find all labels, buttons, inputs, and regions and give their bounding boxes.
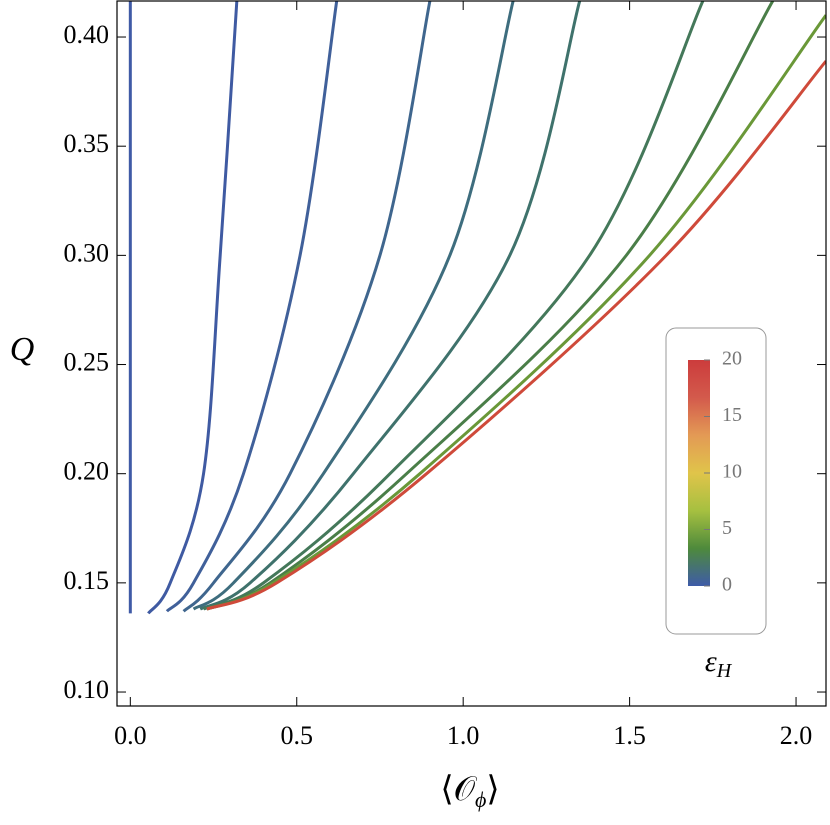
- colorbar-tick-label: 5: [722, 517, 732, 539]
- x-tick-label: 0.0: [114, 721, 147, 750]
- curve: [202, 1, 705, 611]
- colorbar-tick-label: 10: [722, 461, 742, 483]
- x-label-sub: ϕ: [475, 787, 486, 812]
- colorbar-label: εH: [705, 645, 733, 682]
- y-tick-label: 0.10: [64, 675, 110, 704]
- curve: [199, 1, 582, 611]
- curve: [206, 60, 826, 611]
- x-tick-label: 1.0: [447, 721, 480, 750]
- x-label-main: ⟨𝒪: [440, 771, 477, 808]
- x-axis-label: ⟨𝒪ϕ⟩: [440, 771, 499, 812]
- y-tick-label: 0.40: [64, 20, 110, 49]
- curve: [182, 1, 432, 613]
- curve: [192, 1, 515, 611]
- colorbar-tick-label: 15: [722, 404, 742, 426]
- curve: [165, 1, 339, 613]
- y-tick-label: 0.25: [64, 347, 110, 376]
- colorbar-box: [665, 327, 767, 635]
- y-axis-label: Q: [10, 331, 35, 368]
- colorbar-tick-label: 0: [722, 574, 732, 596]
- curve: [206, 14, 826, 611]
- x-tick-label: 2.0: [780, 721, 813, 750]
- colorbar-sub: H: [716, 660, 733, 682]
- y-tick-label: 0.15: [64, 566, 110, 595]
- curve: [206, 1, 775, 611]
- plot-lines: [128, 1, 826, 615]
- x-tick-label: 0.5: [280, 721, 313, 750]
- x-tick-label: 1.5: [613, 721, 646, 750]
- plot-frame: [116, 0, 827, 707]
- x-label-close: ⟩: [486, 771, 499, 808]
- y-tick-label: 0.20: [64, 457, 110, 486]
- colorbar-symbol: ε: [705, 645, 717, 678]
- y-tick-label: 0.35: [64, 129, 110, 158]
- y-tick-label: 0.30: [64, 238, 110, 267]
- curve: [147, 1, 239, 615]
- colorbar-tick-label: 20: [722, 348, 742, 370]
